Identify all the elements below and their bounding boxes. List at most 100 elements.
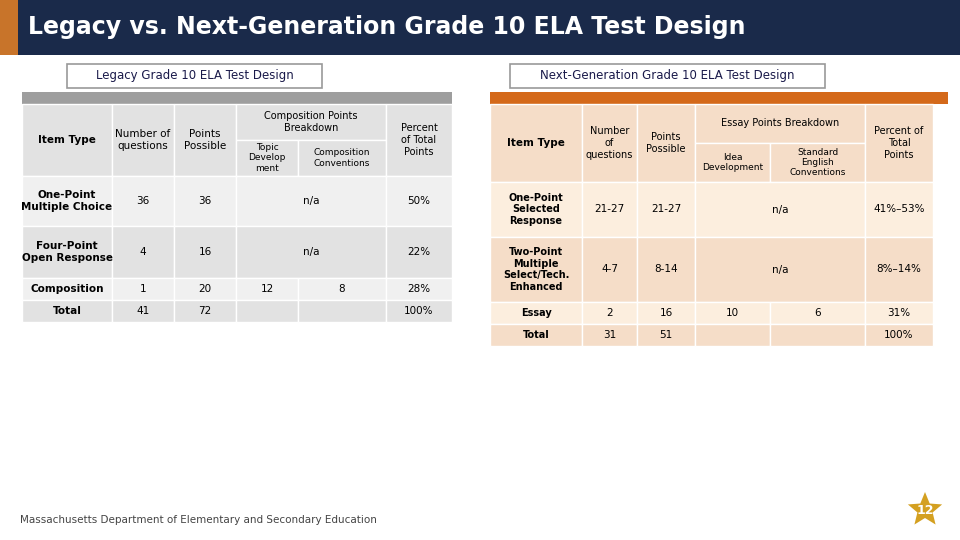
Text: 31: 31 (603, 330, 616, 340)
Text: 2: 2 (606, 308, 612, 318)
Bar (112, 226, 174, 278)
Text: 1: 1 (140, 284, 146, 294)
Text: Massachusetts Department of Elementary and Secondary Education: Massachusetts Department of Elementary a… (20, 515, 377, 525)
Bar (22, 226, 112, 278)
Text: Points
Possible: Points Possible (646, 132, 685, 154)
Bar (0, 0, 18, 55)
Bar (510, 64, 825, 88)
Text: 4-7: 4-7 (601, 265, 618, 274)
Bar (865, 182, 933, 237)
Bar (174, 176, 236, 226)
Text: Essay Points Breakdown: Essay Points Breakdown (721, 118, 839, 129)
Bar (386, 104, 452, 176)
Bar (490, 302, 582, 324)
Bar (637, 182, 695, 237)
Text: 8%–14%: 8%–14% (876, 265, 922, 274)
Text: One-Point
Selected
Response: One-Point Selected Response (509, 193, 564, 226)
Text: Item Type: Item Type (507, 138, 564, 148)
Text: Standard
English
Conventions: Standard English Conventions (789, 147, 846, 178)
Text: Points
Possible: Points Possible (184, 129, 227, 151)
Bar (298, 300, 386, 322)
Bar (236, 104, 386, 140)
Text: 12: 12 (260, 284, 274, 294)
Text: Percent
of Total
Points: Percent of Total Points (400, 124, 438, 157)
Bar (582, 302, 637, 324)
Bar (112, 104, 174, 176)
Bar (582, 104, 637, 182)
Text: 36: 36 (136, 196, 150, 206)
Text: 50%: 50% (407, 196, 430, 206)
Bar (112, 300, 174, 322)
Bar (22, 104, 112, 176)
Text: 100%: 100% (884, 330, 914, 340)
Text: Essay: Essay (520, 308, 551, 318)
Text: 72: 72 (199, 306, 211, 316)
Bar (582, 237, 637, 302)
Bar (174, 226, 236, 278)
Text: 16: 16 (199, 247, 211, 257)
Text: n/a: n/a (302, 196, 320, 206)
Bar (637, 302, 695, 324)
Bar (770, 302, 865, 324)
Bar (386, 226, 452, 278)
Bar (298, 140, 386, 176)
Bar (236, 300, 298, 322)
Bar (174, 300, 236, 322)
Text: One-Point
Multiple Choice: One-Point Multiple Choice (21, 190, 112, 212)
Text: 51: 51 (660, 330, 673, 340)
Text: Item Type: Item Type (38, 135, 96, 145)
Bar (490, 104, 582, 182)
Bar (695, 104, 865, 143)
Text: Composition
Conventions: Composition Conventions (314, 148, 371, 168)
Text: 6: 6 (814, 308, 821, 318)
Text: 41%–53%: 41%–53% (874, 205, 924, 214)
Text: Composition: Composition (31, 284, 104, 294)
Bar (0, 0, 960, 55)
Bar (490, 324, 582, 346)
Bar (582, 324, 637, 346)
Bar (695, 143, 770, 182)
Text: Total: Total (522, 330, 549, 340)
Text: Total: Total (53, 306, 82, 316)
Text: n/a: n/a (772, 205, 788, 214)
Bar (386, 176, 452, 226)
Text: 21-27: 21-27 (651, 205, 682, 214)
Bar (236, 226, 386, 278)
Text: Number of
questions: Number of questions (115, 129, 171, 151)
Bar (637, 104, 695, 182)
Polygon shape (908, 492, 942, 524)
Text: Two-Point
Multiple
Select/Tech.
Enhanced: Two-Point Multiple Select/Tech. Enhanced (503, 247, 569, 292)
Text: Number
of
questions: Number of questions (586, 126, 634, 160)
Text: 16: 16 (660, 308, 673, 318)
Text: 12: 12 (916, 503, 934, 516)
Bar (695, 302, 770, 324)
Text: 36: 36 (199, 196, 211, 206)
Bar (582, 182, 637, 237)
Text: 28%: 28% (407, 284, 431, 294)
Text: 22%: 22% (407, 247, 431, 257)
Bar (386, 278, 452, 300)
Bar (112, 176, 174, 226)
Bar (67, 64, 322, 88)
Text: 4: 4 (140, 247, 146, 257)
Text: Four-Point
Open Response: Four-Point Open Response (21, 241, 112, 263)
Bar (236, 140, 298, 176)
Bar (865, 104, 933, 182)
Text: Topic
Develop
ment: Topic Develop ment (249, 143, 286, 173)
Text: 100%: 100% (404, 306, 434, 316)
Text: 20: 20 (199, 284, 211, 294)
Bar (174, 278, 236, 300)
Bar (865, 302, 933, 324)
Bar (865, 237, 933, 302)
Bar (490, 182, 582, 237)
Text: n/a: n/a (302, 247, 320, 257)
Text: 8: 8 (339, 284, 346, 294)
Text: Legacy vs. Next-Generation Grade 10 ELA Test Design: Legacy vs. Next-Generation Grade 10 ELA … (28, 15, 746, 39)
Bar (695, 237, 865, 302)
Bar (637, 324, 695, 346)
Bar (22, 92, 452, 104)
Bar (22, 278, 112, 300)
Bar (695, 324, 770, 346)
Bar (236, 176, 386, 226)
Bar (865, 324, 933, 346)
